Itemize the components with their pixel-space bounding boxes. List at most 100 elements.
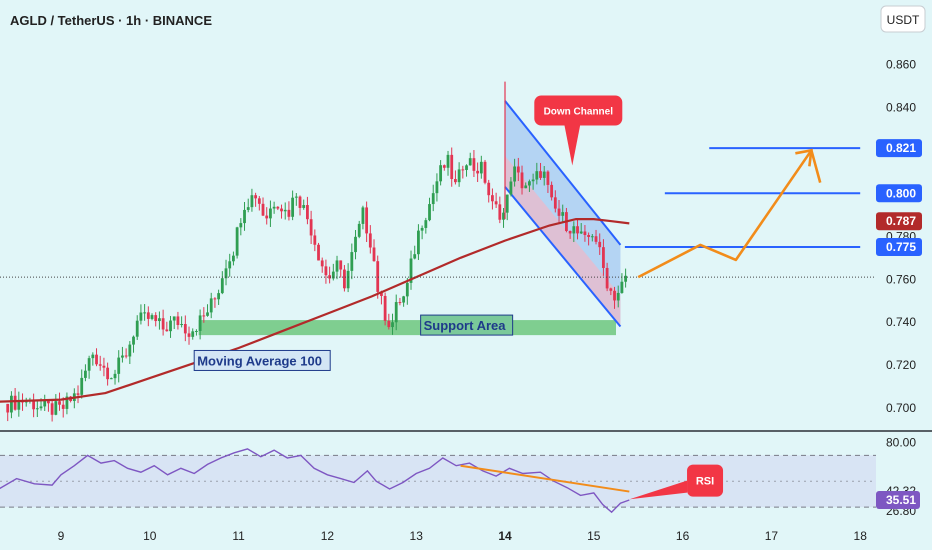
y-tick-label: 0.740 [886, 315, 916, 329]
candle-body [220, 278, 224, 294]
candle-body [594, 236, 598, 242]
candle-body [124, 355, 128, 357]
moving-average-100 [0, 218, 630, 403]
candle-body [613, 290, 616, 301]
candle-body [343, 269, 346, 289]
candle-body [528, 181, 531, 186]
candle-body [324, 266, 328, 276]
candle-body [535, 171, 539, 180]
candle-body [405, 282, 409, 297]
candle-body [169, 320, 172, 332]
candle-body [428, 204, 431, 221]
candle-body [139, 312, 143, 321]
candle-body [287, 209, 291, 217]
candle-body [587, 235, 591, 237]
candle-body [50, 403, 54, 415]
candle-body [454, 179, 457, 183]
candle-body [609, 288, 613, 291]
candle-body [146, 312, 150, 319]
candle-body [320, 260, 324, 267]
currency-button[interactable] [880, 5, 926, 33]
projection-arrow [637, 149, 822, 279]
price-tag [876, 238, 922, 257]
candle-body [198, 315, 202, 331]
candle-body [383, 295, 387, 321]
candle-body [335, 260, 339, 272]
candle-body [17, 400, 21, 410]
candle-body [576, 226, 579, 234]
candle-body [450, 154, 454, 180]
candle-body [557, 208, 561, 216]
candle-body [172, 316, 176, 321]
candle-body [431, 193, 435, 205]
candle-body [550, 184, 554, 198]
candle-body [542, 171, 546, 178]
candle-body [465, 165, 468, 170]
price-tag [876, 139, 922, 158]
x-tick-label: 18 [854, 529, 868, 543]
candle-body [505, 194, 509, 213]
candle-body [113, 373, 117, 379]
symbol-title: AGLD / TetherUS · 1h · BINANCE [10, 13, 212, 28]
candle-body [6, 403, 10, 413]
down-channel-callout-pointer [564, 124, 581, 166]
candle-body [376, 261, 380, 292]
candle-body [616, 292, 620, 301]
candle-body [598, 241, 602, 248]
candle-body [424, 220, 428, 228]
price-tag [876, 212, 922, 231]
candles [6, 81, 628, 422]
horizontal-levels [0, 147, 876, 278]
candle-body [583, 231, 587, 236]
candle-body [476, 170, 480, 174]
candle-body [417, 230, 420, 255]
candle-body [502, 212, 505, 220]
candle-body [354, 236, 357, 253]
candle-body [339, 260, 343, 270]
candle-body [283, 209, 287, 212]
candle-body [95, 354, 98, 365]
candle-body [472, 158, 476, 171]
candle-body [109, 378, 113, 380]
candle-body [202, 315, 206, 317]
candle-body [232, 255, 235, 262]
down-channel-label: Down Channel [544, 107, 614, 118]
candle-body [98, 364, 102, 366]
candle-body [491, 195, 494, 202]
candle-body [39, 406, 43, 409]
candle-body [620, 281, 624, 293]
support-area-label: Support Area [424, 318, 507, 333]
candle-body [553, 197, 557, 209]
candle-body [32, 399, 36, 410]
candle-body [254, 195, 258, 199]
candle-body [243, 209, 246, 224]
candle-body [516, 166, 520, 173]
candle-body [331, 271, 335, 279]
price-tag [876, 184, 922, 203]
chart-header: AGLD / TetherUS · 1h · BINANCE USDT [10, 5, 926, 33]
candle-body [224, 268, 228, 279]
candle-body [13, 395, 17, 410]
candle-body [531, 179, 535, 182]
candle-body [250, 195, 254, 208]
moving-average-line [0, 218, 630, 403]
candle-body [213, 298, 217, 300]
candle-body [150, 315, 154, 319]
x-tick-label: 16 [676, 529, 690, 543]
candle-body [313, 235, 317, 245]
candle-body [302, 205, 306, 208]
candle-body [372, 247, 376, 262]
down-channel-callout-box [534, 95, 623, 126]
currency-label[interactable]: USDT [887, 13, 920, 27]
candle-body [265, 215, 269, 219]
channel-lower-line [504, 186, 622, 328]
candle-body [380, 291, 383, 296]
candle-body [280, 208, 283, 212]
x-tick-label: 11 [232, 529, 245, 543]
candle-body [154, 315, 158, 322]
candle-body [61, 404, 65, 409]
axes: 9 10 11 12 13 14 15 16 17 18 0.700 0.720 0.740 0.760 0… [0, 57, 932, 550]
candle-body [394, 302, 398, 323]
y-tick-label: 0.860 [886, 57, 916, 71]
